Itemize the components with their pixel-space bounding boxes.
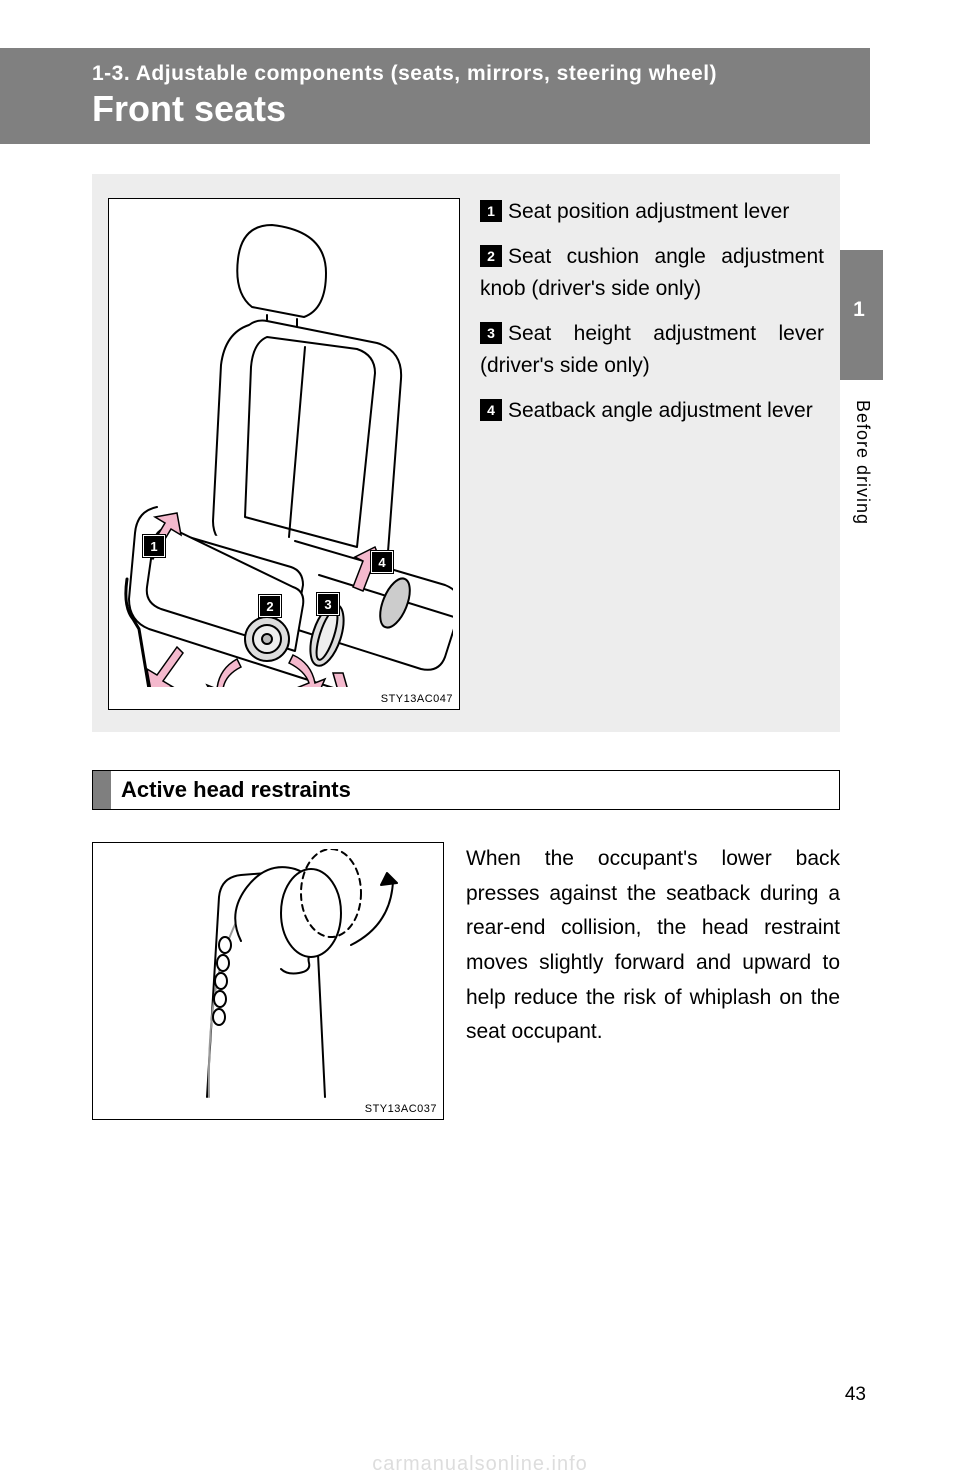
marker-4: 4 <box>371 551 393 573</box>
page-number: 43 <box>845 1384 866 1406</box>
header-band: 1-3. Adjustable components (seats, mirro… <box>0 48 870 144</box>
body-paragraph: When the occupant's lower back presses a… <box>466 842 840 1050</box>
callout-num: 2 <box>480 245 502 267</box>
headrest-figure: STY13AC037 <box>92 842 444 1120</box>
callout-item: 2Seat cushion angle adjustment knob (dri… <box>480 241 824 306</box>
seat-figure: 1 2 3 4 STY13AC047 <box>108 198 460 710</box>
callout-text: Seat height adjustment lever (driver's s… <box>480 322 824 378</box>
callout-text: Seatback angle adjustment lever <box>508 399 813 422</box>
callout-item: 4 Seatback angle adjustment lever <box>480 395 824 428</box>
headrest-illustration <box>99 849 439 1099</box>
marker-3: 3 <box>317 593 339 615</box>
chapter-number: 1 <box>853 298 865 321</box>
callout-item: 1 Seat position adjustment lever <box>480 196 824 229</box>
callout-text: Seat cushion angle adjustment knob (driv… <box>480 245 824 301</box>
page-title: Front seats <box>92 86 870 130</box>
subheading-text: Active head restraints <box>121 777 351 803</box>
subheading-bar: Active head restraints <box>92 770 840 810</box>
marker-2: 2 <box>259 595 281 617</box>
callout-text: Seat position adjustment lever <box>508 200 789 223</box>
callout-num: 1 <box>480 200 502 222</box>
subheading-tab <box>93 771 111 809</box>
watermark: carmanualsonline.info <box>0 1453 960 1476</box>
figure2-id: STY13AC037 <box>365 1103 437 1115</box>
callout-num: 3 <box>480 322 502 344</box>
seat-illustration <box>117 207 453 687</box>
page: 1-3. Adjustable components (seats, mirro… <box>0 0 960 1484</box>
section-label: 1-3. Adjustable components (seats, mirro… <box>92 48 870 86</box>
figure1-id: STY13AC047 <box>381 693 453 705</box>
intro-panel: 1 2 3 4 STY13AC047 1 Seat position adjust… <box>92 174 840 732</box>
callout-list: 1 Seat position adjustment lever 2Seat cu… <box>480 196 824 439</box>
chapter-tab: 1 <box>835 250 883 380</box>
callout-num: 4 <box>480 399 502 421</box>
marker-1: 1 <box>143 535 165 557</box>
chapter-name: Before driving <box>852 400 873 525</box>
callout-item: 3Seat height adjustment lever (driver's … <box>480 318 824 383</box>
